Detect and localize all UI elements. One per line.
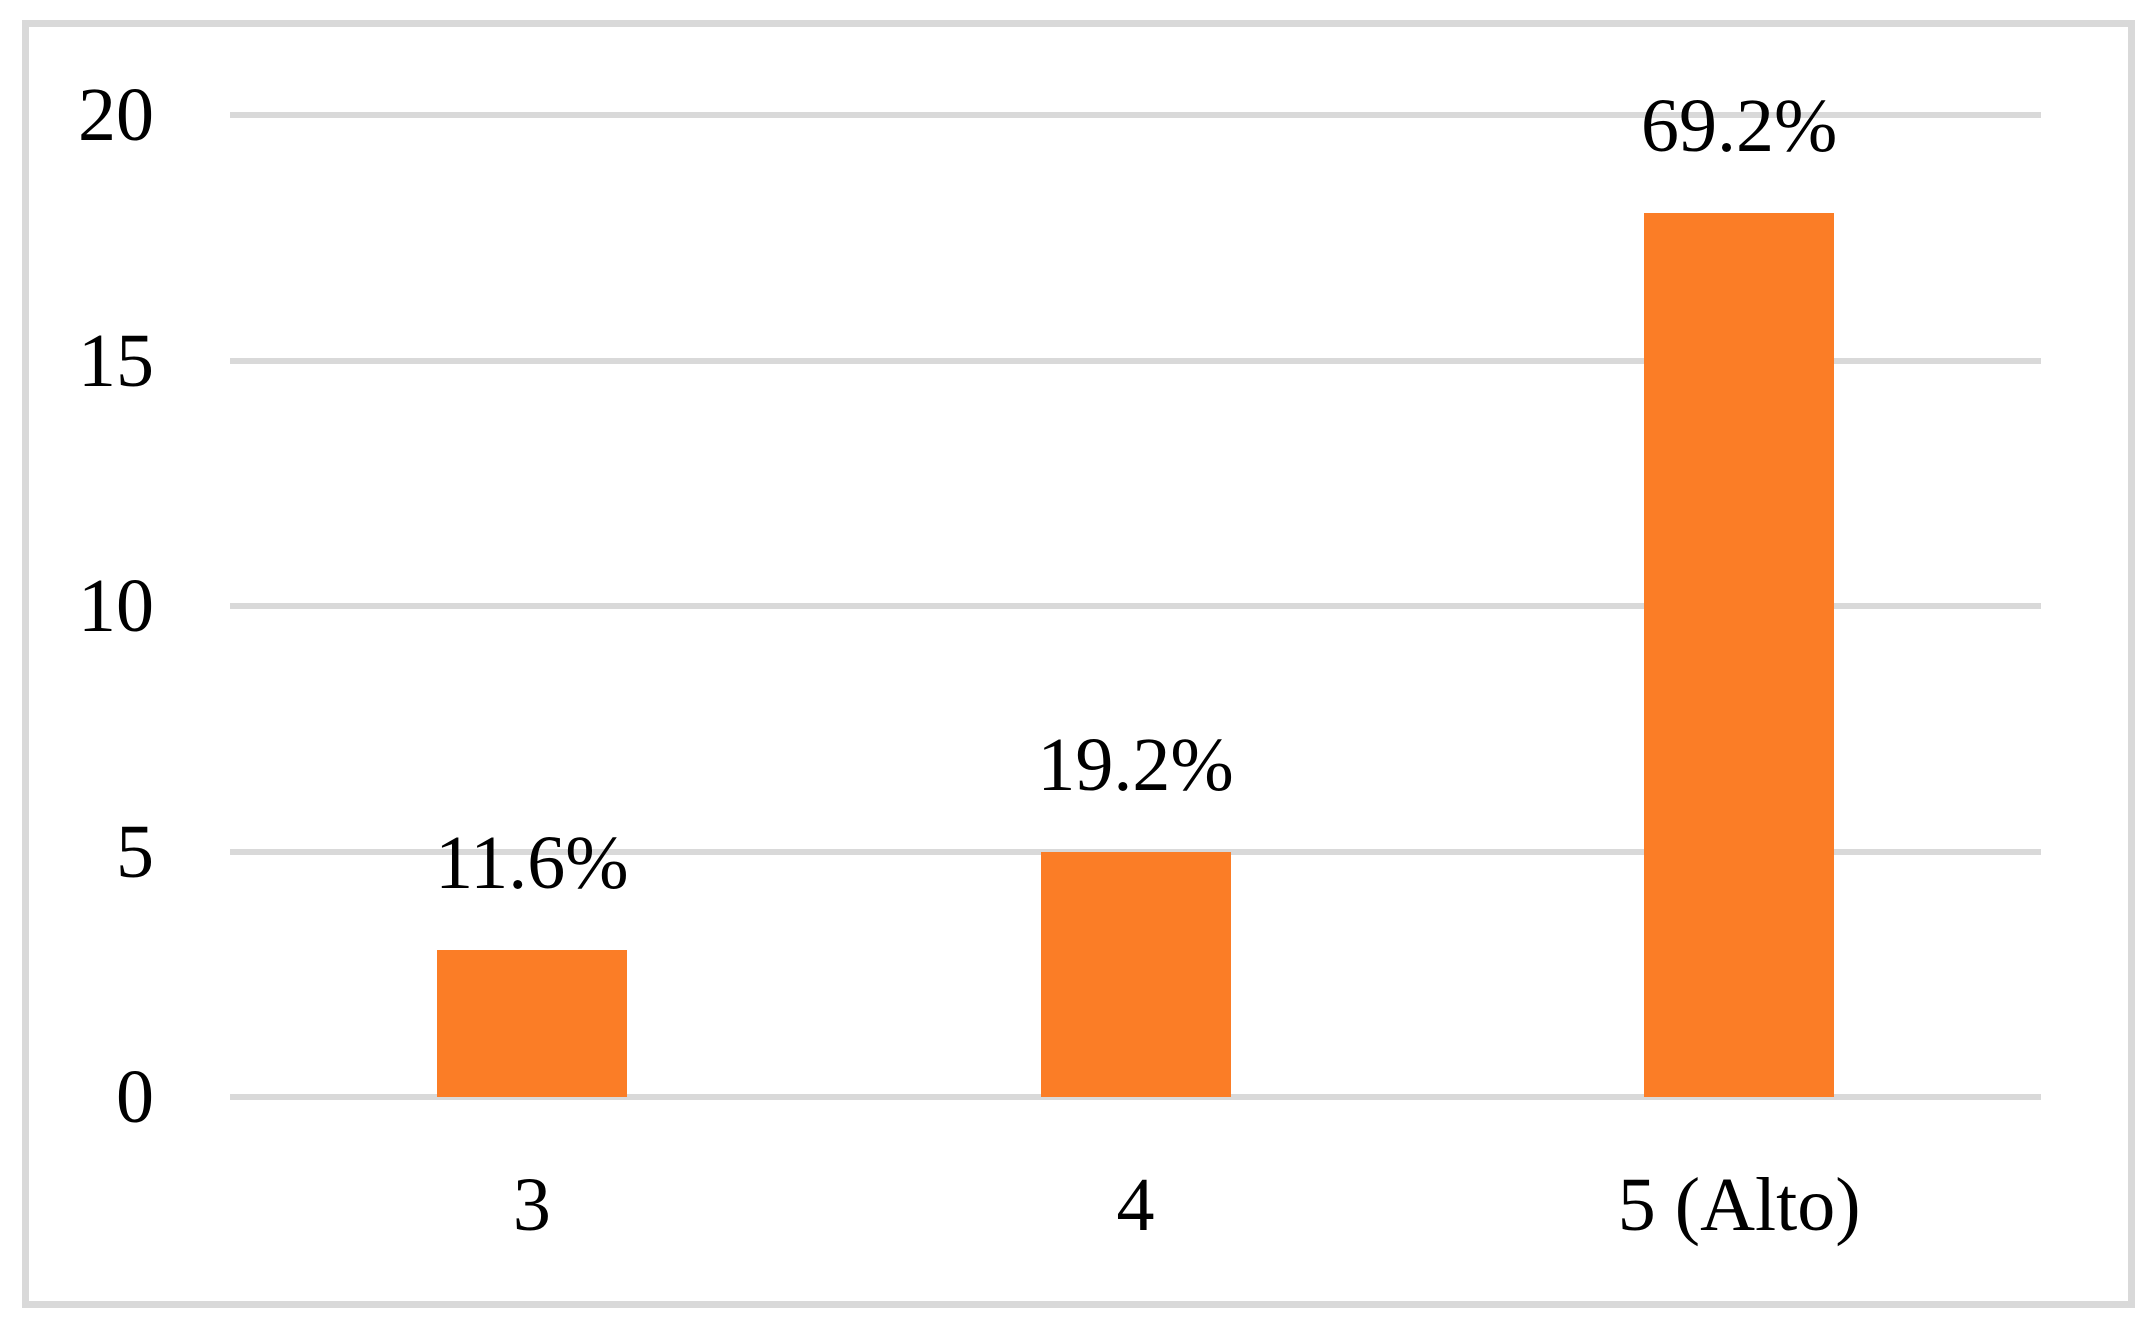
y-tick-label-5: 5 [116,809,154,894]
bar-4 [1040,851,1231,1097]
chart-frame: 0 5 10 15 20 11.6% 19.2% 69.2% 3 4 5 (Alto) [22,20,2135,1308]
data-label-4: 19.2% [1037,722,1234,807]
gridline-y-15 [230,357,2041,364]
bar-3 [436,949,627,1097]
y-tick-label-10: 10 [78,564,154,648]
gridline-y-20 [230,112,2041,118]
x-tick-label-4: 4 [1116,1163,1155,1247]
data-label-3: 11.6% [435,820,629,905]
y-tick-label-0: 0 [116,1055,154,1139]
data-label-5 (Alto): 69.2% [1641,84,1838,169]
x-tick-label-5 (Alto): 5 (Alto) [1617,1163,1861,1247]
x-tick-label-3: 3 [512,1163,551,1247]
gridline-y-10 [230,603,2041,609]
y-tick-label-15: 15 [78,318,154,403]
gridline-y-0 [230,1094,2041,1100]
bar-5 (Alto) [1644,213,1835,1097]
y-tick-label-20: 20 [78,73,154,157]
